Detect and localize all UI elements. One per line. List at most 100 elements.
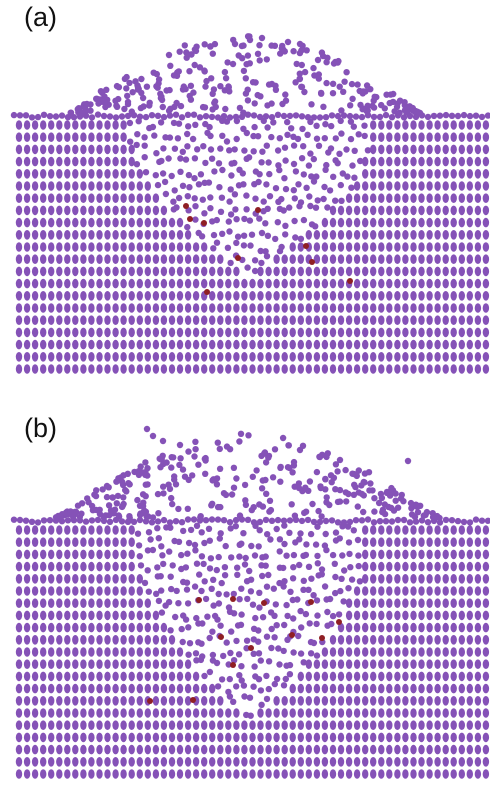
atom [313,242,321,252]
atom [120,732,127,743]
atom [394,205,401,216]
atom [458,549,465,560]
atom [176,683,184,694]
atom [321,364,329,374]
atom [205,525,213,532]
atom [351,174,358,181]
atom [120,278,127,289]
atom [304,516,312,524]
atom [332,197,339,204]
atom [176,217,184,228]
atom [142,459,149,466]
atom [257,339,264,350]
atom [245,432,252,439]
atom [378,132,385,142]
atom [370,217,377,228]
atom [426,242,433,252]
atom [482,683,490,694]
atom [249,732,256,743]
atom [334,519,342,526]
atom [272,235,279,243]
atom [482,339,490,350]
atom [168,769,176,779]
atom [165,598,173,606]
atom [343,146,350,153]
atom [378,622,385,633]
atom [337,622,345,633]
atom [434,622,441,633]
atom [226,693,234,700]
atom [23,525,31,535]
atom [175,600,182,607]
atom [362,303,369,313]
atom [410,537,417,547]
atom [434,193,441,203]
atom [189,472,196,479]
atom [136,315,143,326]
atom [48,120,55,130]
atom [458,169,465,179]
atom [426,132,433,142]
atom [134,530,142,537]
defect-atom [147,698,153,704]
atom [237,430,245,437]
atom [168,708,176,718]
atom [466,327,473,338]
atom [31,635,39,645]
atom [106,113,114,120]
atom [88,549,95,560]
atom [185,539,193,547]
atom [458,156,465,167]
atom [128,671,135,682]
atom [31,744,39,755]
atom [402,144,409,155]
atom [297,235,305,242]
atom [442,769,449,779]
atom [104,205,111,216]
atom [362,732,369,743]
atom [389,98,397,106]
atom [88,757,95,767]
atom [64,720,71,730]
atom [120,586,127,596]
atom [241,339,248,350]
atom [378,327,385,338]
atom [64,561,71,572]
atom [281,540,288,548]
atom [144,266,151,277]
atom [48,635,55,645]
atom [80,132,87,142]
atom [289,303,296,313]
atom [296,203,303,210]
atom [253,467,260,474]
atom [46,113,54,120]
atom [305,732,312,743]
atom [402,217,409,228]
atom [120,659,127,669]
atom [120,561,127,572]
atom [402,769,409,779]
atom [48,769,55,779]
atom [378,364,385,374]
atom [314,197,321,204]
atom [15,574,23,584]
atom [15,696,23,706]
atom [112,757,119,767]
atom [206,634,213,642]
atom [176,461,183,469]
atom [184,769,192,779]
atom [233,744,240,755]
atom [426,169,433,179]
atom [466,525,473,535]
atom [339,170,346,177]
atom [329,635,337,645]
atom [15,193,23,203]
atom [458,525,465,535]
atom [474,181,482,191]
atom [104,230,111,240]
atom [191,583,199,590]
atom [280,207,287,214]
atom [254,91,261,99]
atom [120,303,127,313]
atom [219,132,226,139]
